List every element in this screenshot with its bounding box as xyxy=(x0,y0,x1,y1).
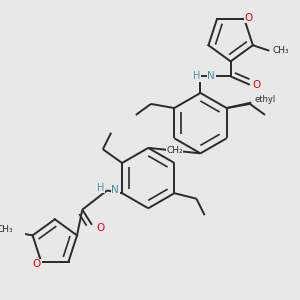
Text: CH₂: CH₂ xyxy=(166,146,183,155)
Text: N: N xyxy=(111,185,119,195)
Text: H: H xyxy=(193,71,200,82)
Text: O: O xyxy=(253,80,261,90)
Text: N: N xyxy=(207,71,215,82)
Text: CH₃: CH₃ xyxy=(0,225,14,234)
Text: O: O xyxy=(244,13,253,23)
Text: CH₃: CH₃ xyxy=(272,46,289,55)
Text: ethyl: ethyl xyxy=(254,95,276,104)
Text: O: O xyxy=(33,259,41,269)
Text: H: H xyxy=(97,183,104,193)
Text: O: O xyxy=(96,223,104,232)
